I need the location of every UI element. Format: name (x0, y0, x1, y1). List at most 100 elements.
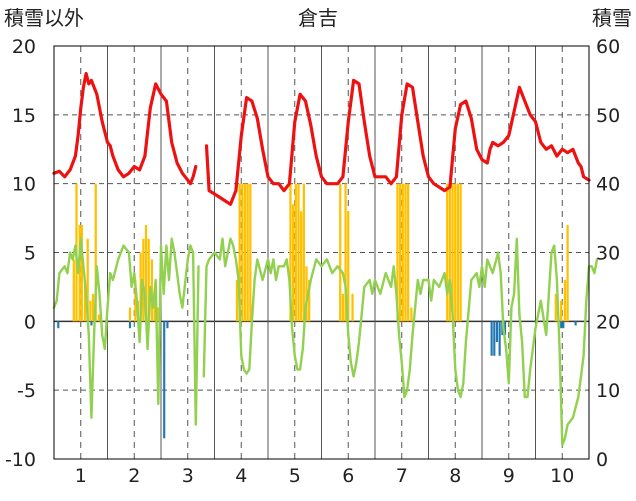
line-layer (52, 71, 599, 447)
bar-mark (289, 183, 292, 322)
bar-mark (448, 183, 452, 322)
bar-mark (399, 183, 402, 322)
bar-mark (404, 183, 407, 322)
green-series-line (52, 237, 200, 426)
bar-mark (574, 321, 577, 326)
bar-mark (300, 211, 303, 322)
bar-mark (294, 183, 297, 322)
bar-mark (490, 321, 493, 356)
bar-mark (94, 183, 97, 322)
bar-mark (347, 211, 350, 322)
right-tick-label: 0 (596, 449, 608, 471)
bar-mark (241, 183, 244, 322)
x-tick-label: 4 (235, 465, 247, 487)
bar-mark (560, 300, 563, 322)
bar-mark (90, 321, 93, 326)
x-tick-label: 1 (75, 465, 87, 487)
bar-mark (562, 321, 565, 329)
left-tick-label: -5 (17, 380, 36, 402)
left-tick-label: 20 (12, 36, 36, 58)
bar-mark (456, 183, 460, 322)
bar-mark (302, 183, 305, 322)
bar-mark (89, 300, 92, 322)
left-tick-label: -10 (5, 449, 36, 471)
bar-mark (351, 293, 354, 322)
right-tick-label: 10 (596, 380, 620, 402)
x-tick-label: 10 (550, 465, 574, 487)
bar-mark (503, 321, 507, 336)
left-tick-label: 10 (12, 174, 36, 196)
left-axis-label: 積雪以外 (4, 6, 84, 30)
bar-mark (344, 183, 347, 322)
bar-mark (238, 183, 241, 322)
right-tick-label: 50 (596, 105, 620, 127)
red-series-line (204, 78, 591, 206)
bar-mark (78, 224, 81, 322)
bar-mark (83, 280, 87, 322)
green-series-line (202, 237, 599, 447)
bar-mark (134, 280, 137, 322)
bar-mark (563, 280, 567, 322)
bar-mark (86, 238, 89, 322)
left-tick-label: 5 (24, 243, 36, 265)
bar-mark (560, 321, 563, 329)
bar-mark (305, 266, 308, 322)
bar-mark (243, 183, 247, 322)
bar-mark (495, 321, 499, 342)
bar-mark (410, 307, 413, 322)
right-axis-label: 積雪 (592, 6, 632, 30)
x-tick-label: 8 (449, 465, 461, 487)
bar-mark (147, 238, 150, 322)
bar-mark (341, 293, 345, 322)
right-tick-label: 20 (596, 311, 620, 333)
bar-layer (57, 183, 577, 439)
bar-mark (407, 183, 410, 322)
x-tick-label: 5 (289, 465, 301, 487)
bar-mark (454, 183, 457, 322)
bar-mark (128, 321, 132, 329)
x-tick-label: 7 (396, 465, 408, 487)
bar-mark (163, 321, 166, 439)
bar-mark (339, 183, 342, 322)
bar-mark (153, 300, 156, 322)
bar-mark (554, 293, 557, 322)
bar-mark (566, 224, 569, 322)
bar-mark (246, 183, 249, 322)
plot-frame (53, 45, 590, 460)
bar-mark (128, 307, 132, 322)
bar-mark (493, 321, 496, 356)
bar-mark (401, 183, 404, 322)
bar-mark (166, 321, 169, 329)
bar-mark (498, 321, 501, 356)
x-tick-label: 6 (342, 465, 354, 487)
bar-mark (308, 280, 311, 322)
left-tick-label: 0 (24, 311, 36, 333)
x-tick-label: 2 (128, 465, 140, 487)
x-tick-label: 9 (503, 465, 515, 487)
bar-mark (144, 224, 148, 322)
bar-mark (156, 307, 159, 322)
bar-mark (91, 293, 95, 322)
right-tick-label: 30 (596, 243, 620, 265)
right-tick-label: 60 (596, 36, 620, 58)
bar-mark (297, 183, 300, 322)
bar-mark (292, 204, 295, 322)
bar-mark (249, 183, 252, 322)
bar-mark (396, 183, 399, 322)
bar-mark (139, 252, 142, 322)
bar-mark (72, 259, 75, 322)
bar-mark (451, 183, 454, 322)
chart-title: 倉吉 (298, 6, 338, 30)
bar-mark (446, 183, 449, 322)
bar-mark (57, 321, 60, 329)
bar-mark (235, 280, 239, 322)
red-series-line (52, 71, 198, 186)
bar-mark (459, 183, 462, 322)
bar-mark (97, 314, 101, 322)
bar-mark (80, 224, 83, 322)
x-tick-label: 3 (182, 465, 194, 487)
right-tick-label: 40 (596, 174, 620, 196)
